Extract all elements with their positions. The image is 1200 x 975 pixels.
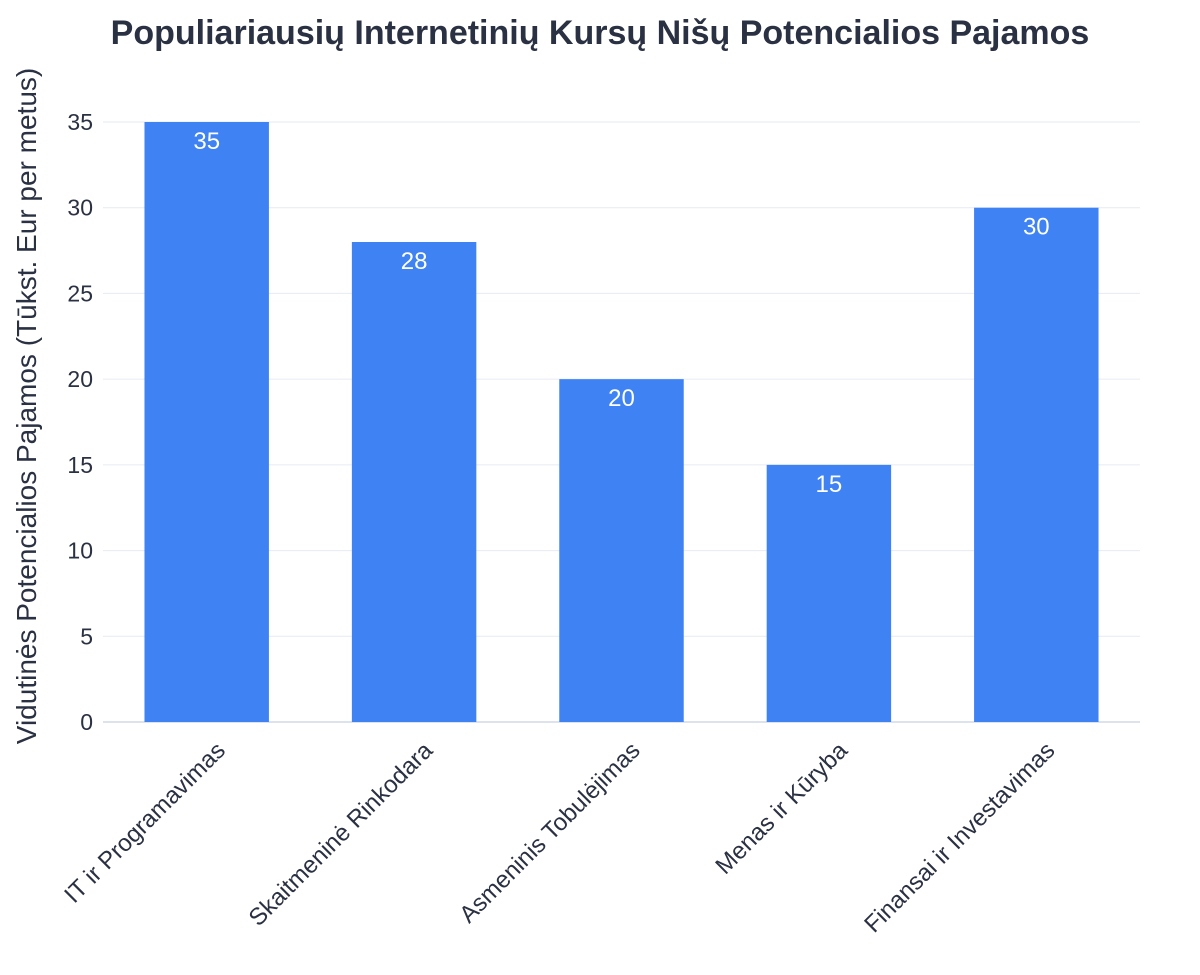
bar [144, 122, 269, 722]
data-label: 15 [816, 471, 843, 498]
y-tick-label: 5 [80, 623, 93, 649]
y-tick-label: 35 [67, 109, 93, 135]
y-axis-ticks: 0 5 10 15 20 25 30 35 [67, 109, 93, 735]
y-tick-label: 0 [80, 709, 93, 735]
x-tick-label: Menas ir Kūryba [710, 737, 853, 880]
bar [766, 464, 892, 722]
bar [559, 379, 684, 722]
x-tick-label: Asmeninis Tobulėjimas [454, 737, 645, 928]
data-label: 28 [401, 248, 428, 275]
y-tick-label: 25 [67, 280, 93, 306]
x-tick-label: Skaitmeninė Rinkodara [244, 737, 439, 932]
data-label: 20 [608, 385, 635, 412]
x-tick-label: IT ir Programavimas [59, 737, 231, 909]
x-tick-label: Finansai ir Investavimas [859, 737, 1060, 938]
y-tick-label: 15 [67, 452, 93, 478]
data-label: 35 [193, 128, 220, 155]
y-axis-label: Vidutinės Potencialios Pajamos (Tūkst. E… [11, 68, 42, 744]
bars [144, 122, 1099, 722]
y-tick-label: 10 [67, 538, 93, 564]
bar [974, 207, 1099, 722]
x-axis-ticks: IT ir Programavimas Skaitmeninė Rinkodara… [59, 737, 1060, 939]
data-labels: 35 28 20 15 30 [193, 128, 1049, 498]
bar [351, 242, 477, 722]
chart-title: Populiariausių Internetinių Kursų Nišų P… [111, 14, 1090, 52]
data-label: 30 [1023, 214, 1050, 241]
y-tick-label: 30 [67, 195, 93, 221]
y-tick-label: 20 [67, 366, 93, 392]
